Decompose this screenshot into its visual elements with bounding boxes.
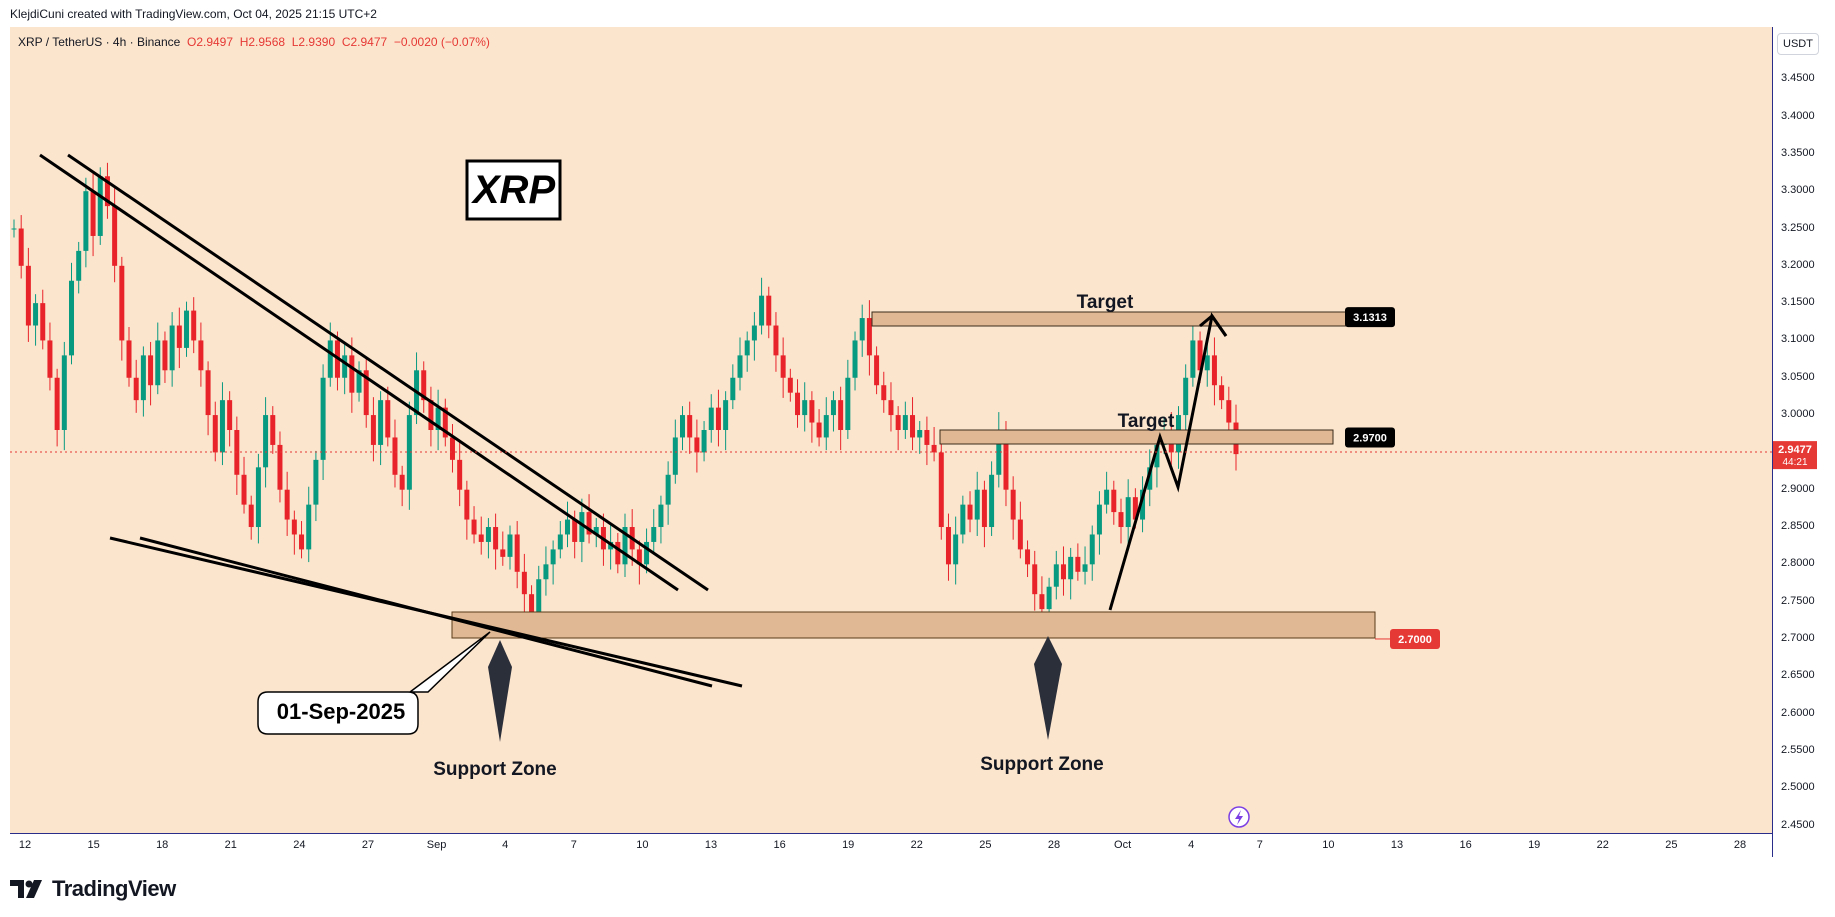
price-tick-label: 2.5500 bbox=[1781, 743, 1815, 756]
time-tick-label: 25 bbox=[979, 839, 992, 851]
price-tick-label: 3.0000 bbox=[1781, 408, 1815, 421]
time-tick-label: 13 bbox=[1390, 839, 1404, 851]
time-tick-label: 4 bbox=[1188, 839, 1195, 851]
high-value: H2.9568 bbox=[239, 35, 286, 49]
price-tick-label: 2.8500 bbox=[1781, 520, 1815, 533]
time-tick-label: 28 bbox=[1733, 839, 1747, 851]
low-value: L2.9390 bbox=[291, 35, 336, 49]
price-tick-label: 2.6500 bbox=[1781, 669, 1815, 682]
price-tick-label: 3.4000 bbox=[1781, 109, 1815, 122]
tradingview-brand: TradingView bbox=[52, 876, 176, 901]
time-tick-label: 19 bbox=[842, 839, 855, 851]
time-tick-label: 16 bbox=[773, 839, 786, 851]
time-axis[interactable]: 12 15 18 21 24 27 Sep 4 7 10 13 16 19 22 25 28 Oct 4 7 10 13… bbox=[10, 833, 1772, 858]
price-tick-label: 3.0500 bbox=[1781, 370, 1815, 383]
time-tick-label: 13 bbox=[704, 839, 718, 851]
attribution-text: KlejdiCuni created with TradingView.com,… bbox=[10, 7, 377, 21]
price-tick-label: 2.8000 bbox=[1781, 557, 1815, 570]
time-tick-label: Sep bbox=[426, 839, 447, 851]
chart-area[interactable] bbox=[10, 27, 1772, 833]
price-tick-label: 2.7000 bbox=[1781, 631, 1815, 644]
time-tick-label: 22 bbox=[1596, 839, 1609, 851]
tradingview-logo-icon bbox=[10, 880, 42, 898]
time-tick-label: 18 bbox=[156, 839, 169, 851]
time-tick-label: 19 bbox=[1528, 839, 1541, 851]
open-value: O2.9497 bbox=[186, 35, 234, 49]
time-tick-label: 16 bbox=[1459, 839, 1472, 851]
time-tick-label: 25 bbox=[1665, 839, 1678, 851]
time-tick-label: 24 bbox=[293, 839, 306, 851]
price-tick-label: 2.4500 bbox=[1781, 818, 1815, 831]
symbol-legend: XRP / TetherUS · 4h · Binance O2.9497 H2… bbox=[18, 35, 490, 49]
time-tick-label: 21 bbox=[224, 839, 237, 851]
price-tick-label: 2.7500 bbox=[1781, 594, 1815, 607]
price-tick-label: 2.9500 bbox=[1781, 445, 1815, 458]
currency-badge[interactable]: USDT bbox=[1777, 33, 1819, 55]
price-tick-label: 3.3000 bbox=[1781, 184, 1815, 197]
price-axis[interactable]: 3.4500 3.4000 3.3500 3.3000 3.2500 3.2000 3.15… bbox=[1772, 27, 1835, 857]
time-tick-label: 15 bbox=[87, 839, 100, 851]
change-value: −0.0020 (−0.07%) bbox=[393, 35, 490, 49]
time-tick-label: 22 bbox=[910, 839, 923, 851]
price-tick-label: 2.6000 bbox=[1781, 706, 1815, 719]
price-tick-label: 2.9000 bbox=[1781, 482, 1815, 495]
price-tick-label: 3.3500 bbox=[1781, 146, 1815, 159]
price-tick-label: 3.4500 bbox=[1781, 72, 1815, 85]
time-tick-label: 28 bbox=[1047, 839, 1061, 851]
price-tick-label: 3.1500 bbox=[1781, 296, 1815, 309]
time-tick-label: Oct bbox=[1114, 839, 1132, 851]
time-tick-label: 27 bbox=[361, 839, 375, 851]
close-value: C2.9477 bbox=[341, 35, 388, 49]
price-tick-label: 3.1000 bbox=[1781, 333, 1815, 346]
price-tick-label: 3.2500 bbox=[1781, 221, 1815, 234]
time-tick-label: 10 bbox=[1322, 839, 1335, 851]
symbol-name: XRP / TetherUS · 4h · Binance bbox=[18, 35, 181, 49]
top-bar: KlejdiCuni created with TradingView.com,… bbox=[0, 0, 1835, 27]
time-tick-label: 4 bbox=[502, 839, 509, 851]
price-tick-label: 3.2000 bbox=[1781, 258, 1815, 271]
price-tick-label: 2.5000 bbox=[1781, 781, 1815, 794]
time-tick-label: 7 bbox=[570, 839, 577, 851]
tradingview-logo[interactable]: TradingView bbox=[10, 875, 176, 903]
time-tick-label: 7 bbox=[1256, 839, 1263, 851]
time-tick-label: 10 bbox=[636, 839, 649, 851]
time-tick-label: 12 bbox=[18, 839, 32, 851]
